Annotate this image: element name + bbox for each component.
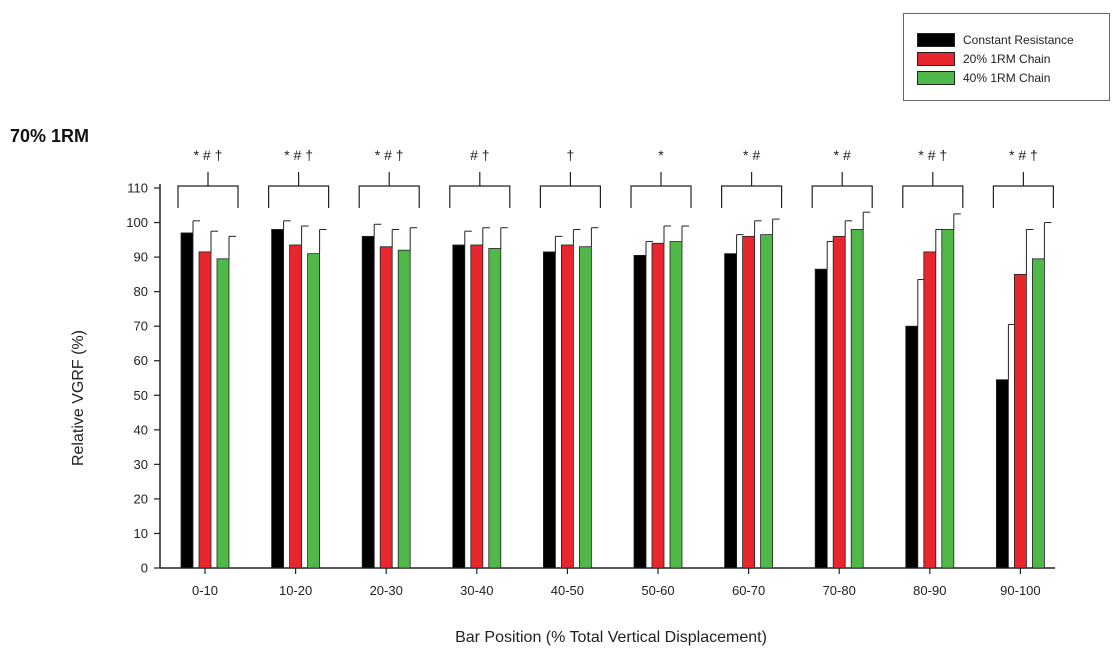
x-tick-label: 80-90 (913, 583, 946, 598)
y-tick-label: 110 (127, 181, 148, 196)
y-tick-label: 70 (134, 319, 148, 334)
x-tick-label: 0-10 (192, 583, 218, 598)
x-tick-label: 90-100 (1000, 583, 1040, 598)
significance-label: * (658, 147, 664, 163)
bar (579, 246, 592, 569)
significance-bracket (630, 185, 692, 208)
y-tick-label: 80 (134, 284, 148, 299)
x-axis-label: Bar Position (% Total Vertical Displacem… (455, 629, 767, 646)
legend-swatch-40-chain (917, 71, 955, 85)
x-tick-label: 70-80 (823, 583, 856, 598)
legend-item-40-chain: 40% 1RM Chain (917, 70, 1050, 86)
bar (289, 244, 303, 569)
legend-label-20-chain: 20% 1RM Chain (963, 52, 1051, 66)
bar (633, 254, 647, 569)
significance-label: * # † (918, 147, 947, 163)
significance-label: * # † (1009, 147, 1038, 163)
y-tick-label: 90 (134, 250, 148, 265)
x-tick-label: 10-20 (279, 583, 312, 598)
chart-title: 70% 1RM (10, 126, 90, 146)
bar (1032, 258, 1045, 569)
significance-bracket (721, 185, 783, 208)
significance-label: * # (743, 147, 760, 163)
bar (923, 251, 937, 569)
bar (814, 268, 828, 569)
bar (651, 242, 665, 569)
y-tick-label: 30 (134, 457, 148, 472)
legend-label-constant-resistance: Constant Resistance (963, 33, 1074, 47)
bar (760, 234, 773, 569)
legend: Constant Resistance 20% 1RM Chain 40% 1R… (903, 13, 1110, 101)
significance-bracket (539, 185, 601, 208)
y-tick-label: 40 (134, 422, 148, 437)
bar (832, 235, 846, 569)
legend-item-20-chain: 20% 1RM Chain (917, 51, 1050, 67)
bar (543, 251, 556, 569)
x-tick-label: 40-50 (551, 583, 584, 598)
legend-swatch-constant-resistance (917, 33, 955, 47)
bar (996, 379, 1009, 569)
bar (307, 253, 321, 569)
bar (488, 248, 502, 569)
x-tick-label: 50-60 (641, 583, 674, 598)
significance-bracket (358, 185, 420, 208)
y-axis-label: Relative VGRF (%) (70, 330, 87, 466)
significance-bracket (449, 185, 511, 208)
significance-label: * # † (284, 147, 313, 163)
significance-label: * # † (194, 147, 223, 163)
bar (361, 235, 375, 569)
bar (850, 229, 864, 569)
y-tick-label: 100 (126, 215, 148, 230)
y-tick-label: 10 (134, 526, 148, 541)
significance-label: * # (834, 147, 851, 163)
significance-bracket (811, 185, 873, 208)
y-tick-label: 20 (134, 491, 148, 506)
x-tick-label: 20-30 (370, 583, 403, 598)
y-tick-label: 50 (134, 388, 148, 403)
bar (452, 244, 466, 569)
significance-label: † (567, 147, 575, 163)
significance-bracket (992, 185, 1054, 208)
x-tick-label: 30-40 (460, 583, 493, 598)
bar (379, 246, 393, 569)
bar (271, 229, 285, 569)
bar (470, 244, 484, 569)
bar (941, 229, 955, 569)
y-tick-label: 60 (134, 353, 148, 368)
x-tick-label: 60-70 (732, 583, 765, 598)
legend-label-40-chain: 40% 1RM Chain (963, 71, 1051, 85)
y-tick-label: 0 (141, 561, 148, 576)
legend-swatch-20-chain (917, 52, 955, 66)
significance-label: * # † (375, 147, 404, 163)
significance-bracket (268, 185, 330, 208)
bar (216, 258, 230, 569)
bar (1014, 273, 1027, 569)
legend-item-constant-resistance: Constant Resistance (917, 32, 1074, 48)
bar (724, 253, 737, 569)
significance-bracket (177, 185, 239, 208)
bar (198, 251, 212, 569)
bar (397, 249, 411, 569)
bar (561, 244, 574, 569)
bar (905, 325, 919, 569)
bar (669, 241, 683, 569)
significance-bracket (902, 185, 964, 208)
bar (742, 235, 755, 569)
significance-label: # † (470, 147, 489, 163)
bar (180, 232, 194, 569)
